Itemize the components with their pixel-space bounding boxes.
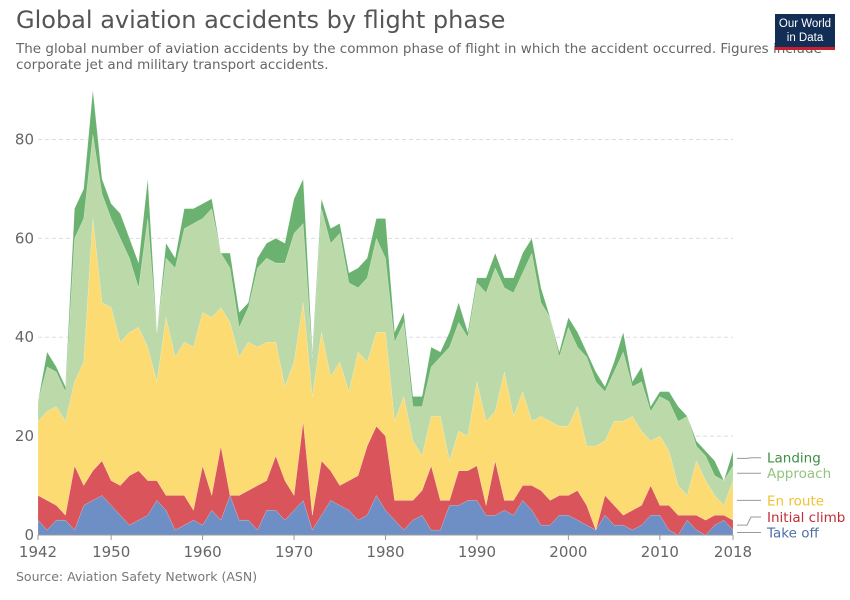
owid-logo[interactable]: Our World in Data (775, 14, 835, 50)
source-note: Source: Aviation Safety Network (ASN) (16, 569, 258, 584)
x-tick-label: 1960 (184, 543, 222, 561)
x-tick-label: 1970 (275, 543, 313, 561)
area-series (37, 89, 734, 536)
logo-line-1: Our World (778, 18, 832, 30)
area-initial-climb[interactable] (37, 421, 734, 536)
legend-label-en-route[interactable]: En route (767, 493, 824, 509)
area-approach[interactable] (37, 134, 734, 506)
chart-subtitle: The global number of aviation accidents … (16, 41, 822, 73)
x-tick-label: 2000 (549, 543, 587, 561)
x-tick-label: 1950 (92, 543, 130, 561)
legend-label-take-off[interactable]: Take off (766, 526, 819, 542)
logo-line-2: in Data (786, 32, 824, 44)
legend-label-initial-climb[interactable]: Initial climb (767, 510, 845, 526)
x-tick-label: 2010 (641, 543, 679, 561)
x-tick-label: 2018 (714, 543, 752, 561)
x-tick-label: 1942 (19, 543, 57, 561)
y-tick-label: 20 (15, 427, 34, 445)
y-tick-label: 40 (15, 328, 34, 346)
legend-connector (737, 516, 761, 526)
y-tick-label: 60 (15, 229, 34, 247)
chart-title: Global aviation accidents by flight phas… (16, 6, 506, 34)
legend-connector (737, 457, 761, 459)
legend-label-landing[interactable]: Landing (767, 451, 821, 467)
y-tick-label: 80 (15, 130, 34, 148)
axes: 0 20 40 60 80 1942 1950 1960 1970 1980 1990 2000 201… (15, 130, 752, 561)
legend-label-approach[interactable]: Approach (767, 466, 831, 482)
area-landing[interactable] (37, 89, 734, 482)
x-tick-label: 1990 (458, 543, 496, 561)
y-tick-label: 0 (24, 526, 34, 544)
x-tick-label: 1980 (366, 543, 404, 561)
